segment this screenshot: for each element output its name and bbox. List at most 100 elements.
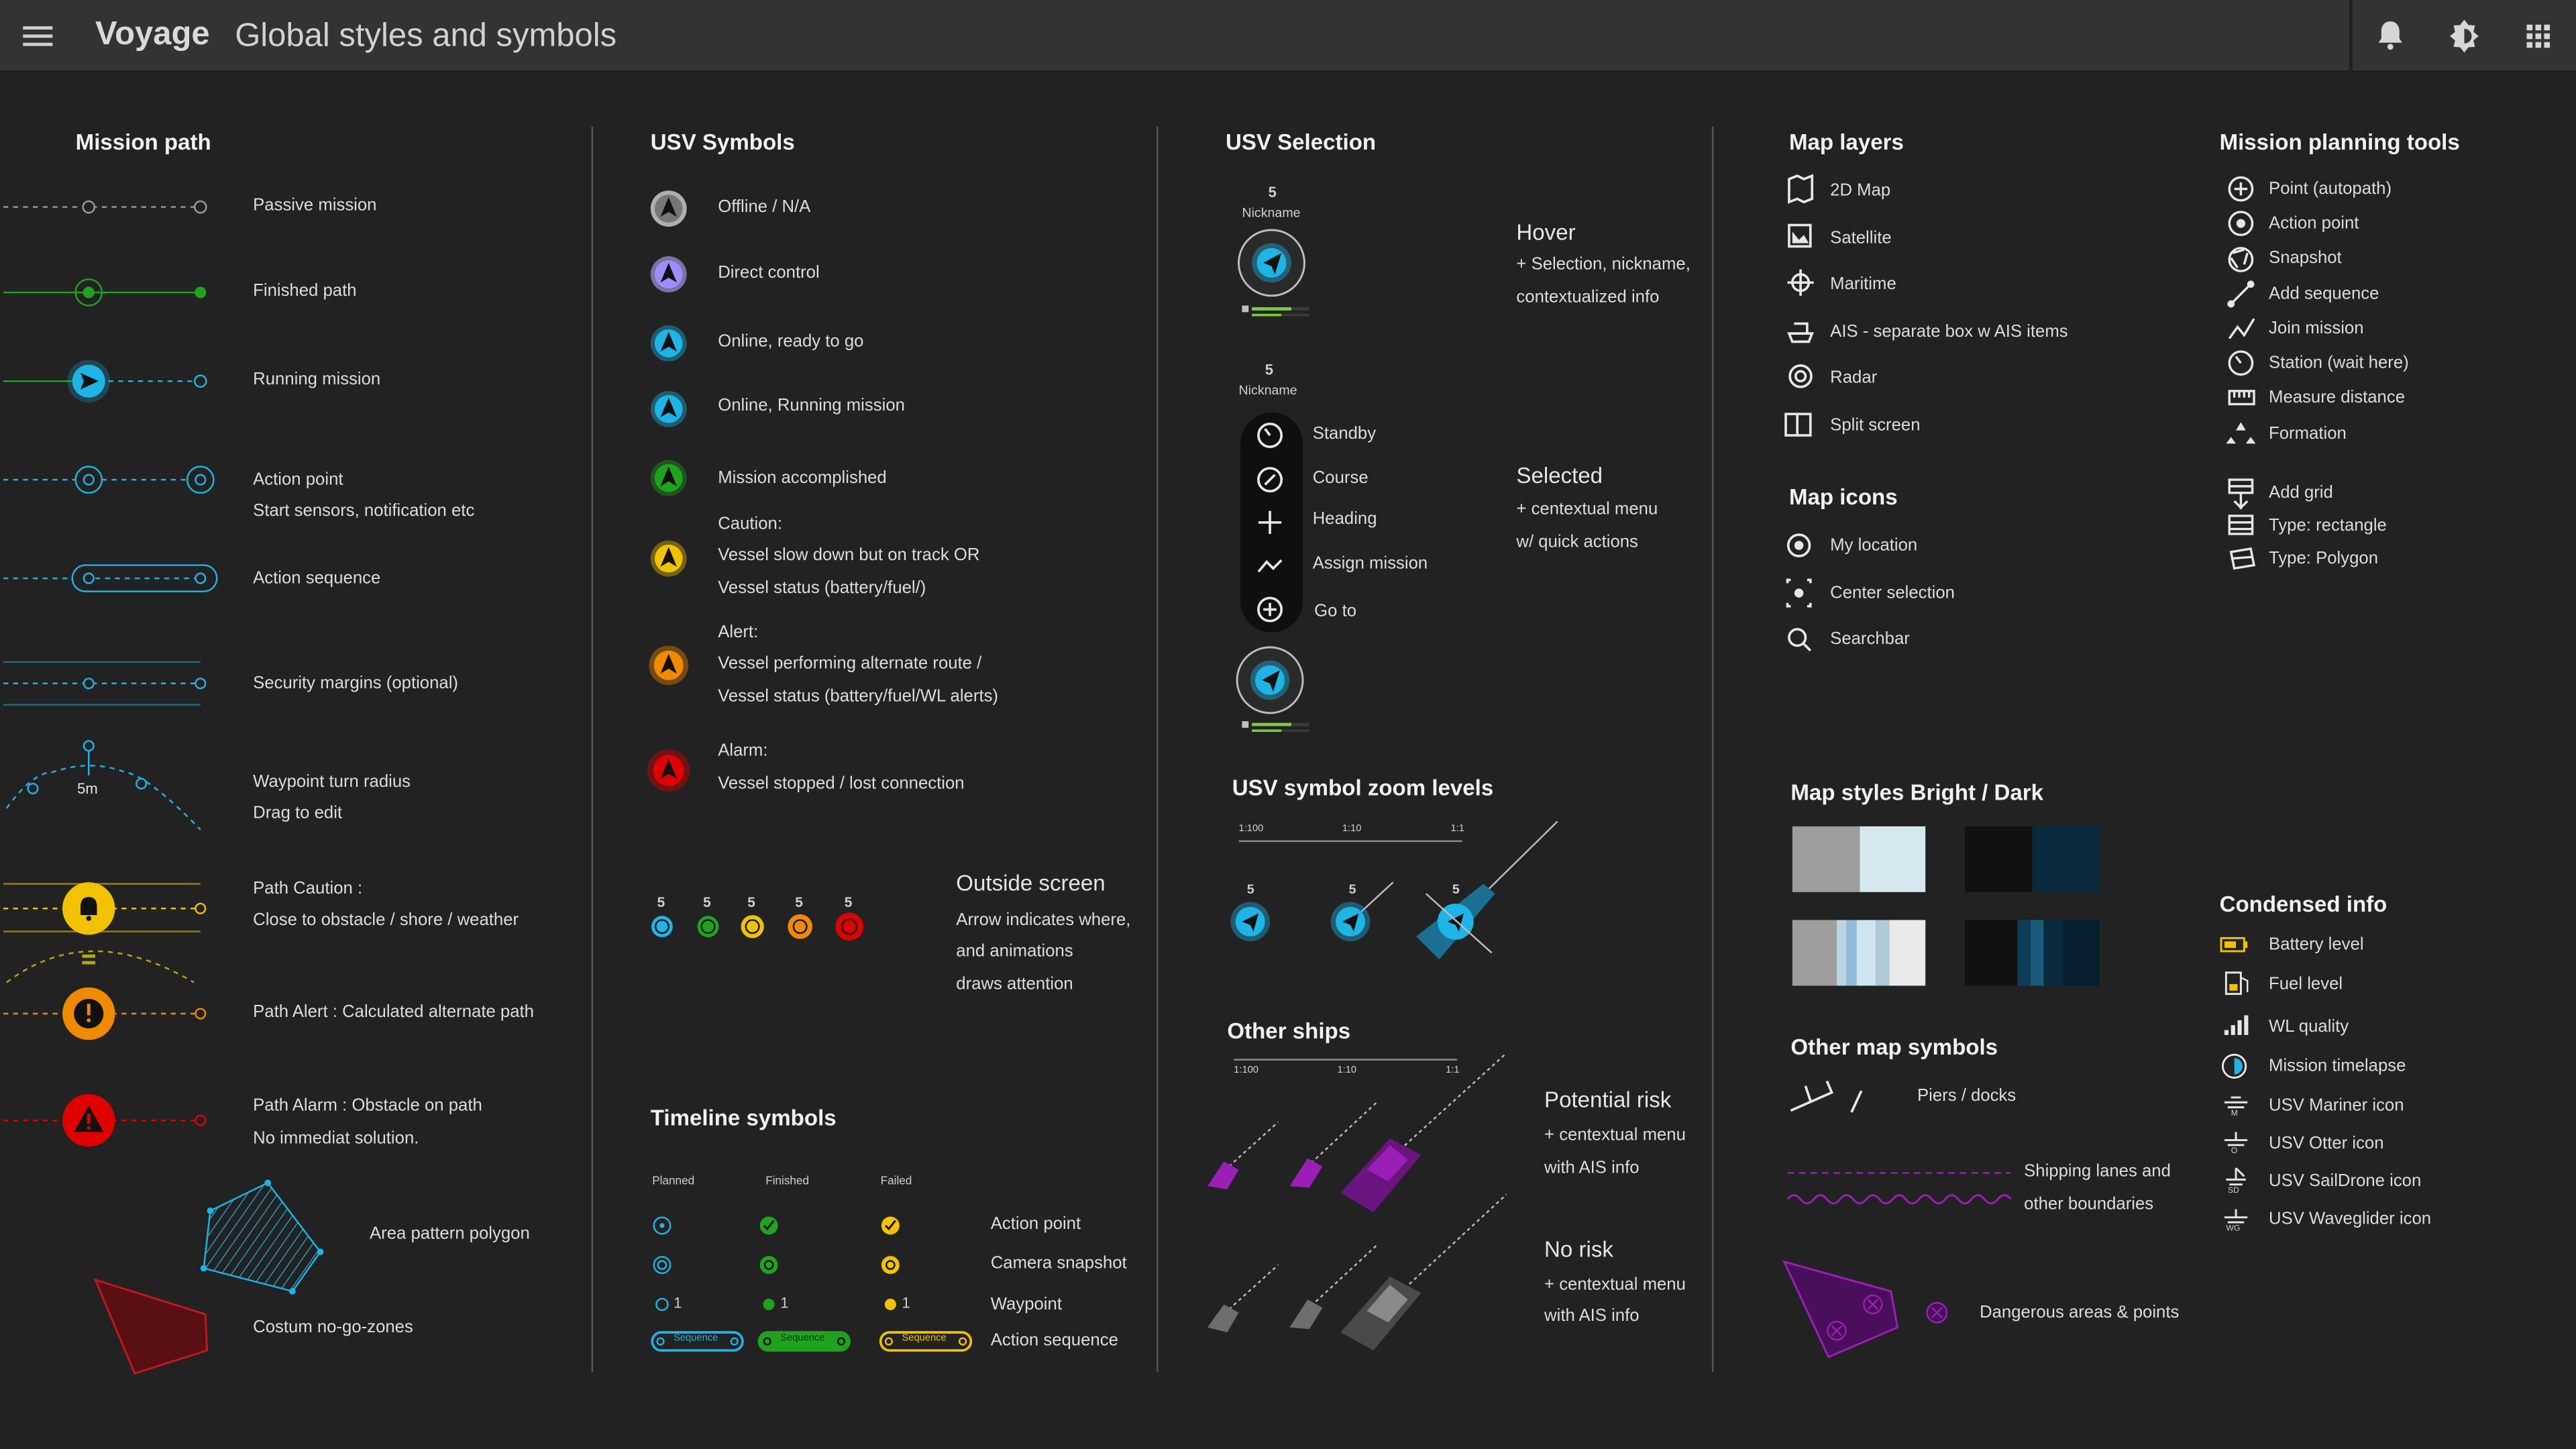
usv-saildrone-label: USV SailDrone icon: [2269, 1171, 2422, 1191]
selected-line: w/ quick actions: [1516, 532, 1638, 552]
fuel-level-label: Fuel level: [2269, 974, 2343, 994]
path-caution-label: Path Caution :: [253, 879, 363, 899]
usv-symbol-label: Offline / N/A: [718, 197, 811, 217]
layer-maritime[interactable]: Maritime: [1830, 274, 1896, 294]
running-mission-label: Running mission: [253, 370, 381, 390]
tool-point-autopath[interactable]: Point (autopath): [2269, 178, 2392, 199]
usv-number: 5: [1268, 184, 1277, 201]
top-bar: Voyage Global styles and symbols: [0, 0, 2576, 72]
hamburger-menu-icon[interactable]: [23, 21, 53, 51]
turn-radius-tag: 5m: [77, 780, 98, 797]
usv-symbol-label: Caution:: [718, 514, 782, 534]
marker-number: 5: [703, 894, 711, 910]
menu-go-to[interactable]: Go to: [1314, 601, 1357, 621]
search-icon: [1788, 628, 1807, 647]
menu-heading[interactable]: Heading: [1312, 509, 1377, 529]
passive-mission-label: Passive mission: [253, 195, 377, 215]
mission-path-heading: Mission path: [75, 129, 211, 155]
timeline-row-label: Camera snapshot: [990, 1253, 1127, 1273]
tool-type-rectangle[interactable]: Type: rectangle: [2269, 515, 2387, 536]
other-map-symbols-heading: Other map symbols: [1790, 1034, 1998, 1060]
usv-symbol-label: Mission accomplished: [718, 468, 887, 488]
timeline-row-label: Waypoint: [990, 1294, 1062, 1315]
no-go-zone-label: Costum no-go-zones: [253, 1318, 413, 1338]
online-running-icon: [650, 390, 687, 427]
shipping-lanes-label: Shipping lanes and: [2024, 1161, 2171, 1181]
dangerous-areas-label: Dangerous areas & points: [1980, 1303, 2180, 1323]
usv-symbol-label: Online, Running mission: [718, 396, 905, 416]
caution-icon: [650, 540, 687, 577]
layer-split-screen[interactable]: Split screen: [1830, 415, 1921, 435]
tool-type-polygon[interactable]: Type: Polygon: [2269, 548, 2379, 569]
path-caution-sub: Close to obstacle / shore / weather: [253, 910, 519, 930]
zoom-levels-heading: USV symbol zoom levels: [1232, 775, 1494, 800]
marker-number: 5: [747, 894, 755, 910]
toolbar-divider: [2349, 0, 2353, 72]
satellite-icon: [1788, 223, 1812, 248]
tool-add-grid[interactable]: Add grid: [2269, 483, 2333, 503]
action-point-sub: Start sensors, notification etc: [253, 500, 475, 521]
radar-icon: [1788, 364, 1813, 388]
center-selection-label[interactable]: Center selection: [1830, 583, 1955, 603]
zoom-scale: 1:1: [1450, 824, 1464, 835]
tool-formation[interactable]: Formation: [2269, 423, 2347, 444]
mission-accomplished-icon: [650, 460, 687, 496]
potential-risk-line: with AIS info: [1544, 1158, 1640, 1178]
sequence-pill-label: Sequence: [674, 1334, 718, 1344]
ships-scale: 1:100: [1234, 1066, 1258, 1077]
ships-scale: 1:10: [1337, 1066, 1357, 1077]
menu-course[interactable]: Course: [1312, 468, 1368, 488]
my-location-icon: [1786, 533, 1811, 557]
battery-level-label: Battery level: [2269, 934, 2364, 955]
direct-control-icon: [650, 256, 687, 292]
outside-screen-line: and animations: [956, 941, 1073, 961]
usv-selection-heading: USV Selection: [1225, 129, 1377, 155]
searchbar-label[interactable]: Searchbar: [1830, 629, 1910, 649]
my-location-label[interactable]: My location: [1830, 535, 1918, 555]
usv-number: 5: [1265, 361, 1273, 378]
outside-screen-line: Arrow indicates where,: [956, 910, 1131, 930]
usv-symbol-label: Vessel slow down but on track OR: [718, 545, 980, 566]
marker-number: 5: [844, 894, 853, 910]
usv-nickname: Nickname: [1238, 382, 1297, 398]
layer-satellite[interactable]: Satellite: [1830, 228, 1892, 248]
path-alert-label: Path Alert : Calculated alternate path: [253, 1002, 534, 1022]
action-sequence-label: Action sequence: [253, 568, 381, 588]
waypoint-number: 1: [902, 1294, 910, 1311]
zoom-scale: 1:100: [1238, 824, 1264, 835]
tool-join-mission[interactable]: Join mission: [2269, 319, 2364, 339]
menu-standby[interactable]: Standby: [1312, 423, 1377, 444]
ships-scale: 1:1: [1446, 1066, 1460, 1077]
timeline-col-planned: Planned: [652, 1176, 695, 1188]
shipping-lanes-label-2: other boundaries: [2024, 1194, 2154, 1214]
path-alarm-sub: No immediat solution.: [253, 1128, 419, 1148]
otter-tag: O: [2231, 1146, 2238, 1157]
brightness-icon[interactable]: [2445, 16, 2484, 56]
online-ready-icon: [650, 325, 687, 362]
tool-add-sequence[interactable]: Add sequence: [2269, 284, 2379, 305]
usv-nickname: Nickname: [1242, 205, 1301, 221]
notification-bell-icon[interactable]: [2371, 16, 2410, 56]
mission-timelapse-label: Mission timelapse: [2269, 1056, 2406, 1077]
layer-ais[interactable]: AIS - separate box w AIS items: [1830, 322, 2068, 342]
tool-snapshot[interactable]: Snapshot: [2269, 248, 2342, 268]
layer-radar[interactable]: Radar: [1830, 368, 1878, 388]
outside-screen-line: draws attention: [956, 974, 1073, 994]
waypoint-turn-label: Waypoint turn radius: [253, 772, 411, 792]
layer-2d-map[interactable]: 2D Map: [1830, 180, 1891, 201]
finished-path-label: Finished path: [253, 280, 357, 301]
area-pattern-label: Area pattern polygon: [370, 1224, 530, 1244]
saildrone-tag: SD: [2227, 1186, 2239, 1196]
tool-action-point[interactable]: Action point: [2269, 213, 2359, 233]
tool-measure-distance[interactable]: Measure distance: [2269, 387, 2406, 408]
path-alarm-label: Path Alarm : Obstacle on path: [253, 1095, 482, 1116]
hover-title: Hover: [1516, 220, 1576, 245]
apps-grid-icon[interactable]: [2518, 16, 2558, 56]
no-risk-title: No risk: [1544, 1237, 1613, 1262]
tool-station[interactable]: Station (wait here): [2269, 353, 2409, 373]
timeline-symbols: [651, 1216, 973, 1352]
menu-assign-mission[interactable]: Assign mission: [1312, 553, 1428, 574]
potential-risk-title: Potential risk: [1544, 1087, 1672, 1112]
hover-line: contextualized info: [1516, 287, 1660, 307]
center-selection-icon: [1786, 578, 1812, 608]
